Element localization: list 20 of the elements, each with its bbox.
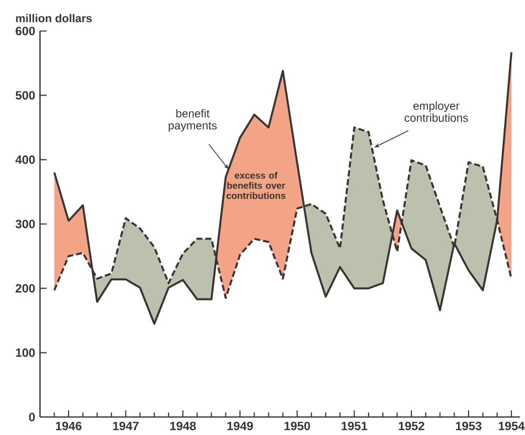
x-tick-label: 1949 (227, 422, 253, 430)
annotation: excess of benefits over contributions (226, 172, 286, 199)
x-tick-label: 1948 (170, 422, 196, 430)
y-tick-label: 600 (16, 26, 35, 36)
x-tick-label: 1946 (56, 422, 82, 430)
annotation: employer contributions (404, 102, 468, 122)
y-tick-label: 500 (16, 91, 35, 100)
y-tick-label: 400 (15, 155, 35, 164)
x-tick-label: 1954 (498, 422, 525, 430)
annotation: benefit payments (168, 109, 217, 132)
x-tick-label: 1951 (342, 422, 368, 430)
y-tick-label: 200 (16, 284, 35, 293)
x-tick-label: 1950 (284, 422, 310, 430)
x-tick-label: 1952 (398, 422, 424, 430)
y-axis-title: million dollars (16, 14, 92, 22)
x-tick-label: 1947 (113, 422, 139, 430)
x-tick-label: 1953 (456, 422, 482, 430)
y-tick-label: 300 (16, 220, 35, 228)
y-tick-label: 0 (29, 412, 35, 422)
y-tick-label: 100 (16, 348, 35, 357)
